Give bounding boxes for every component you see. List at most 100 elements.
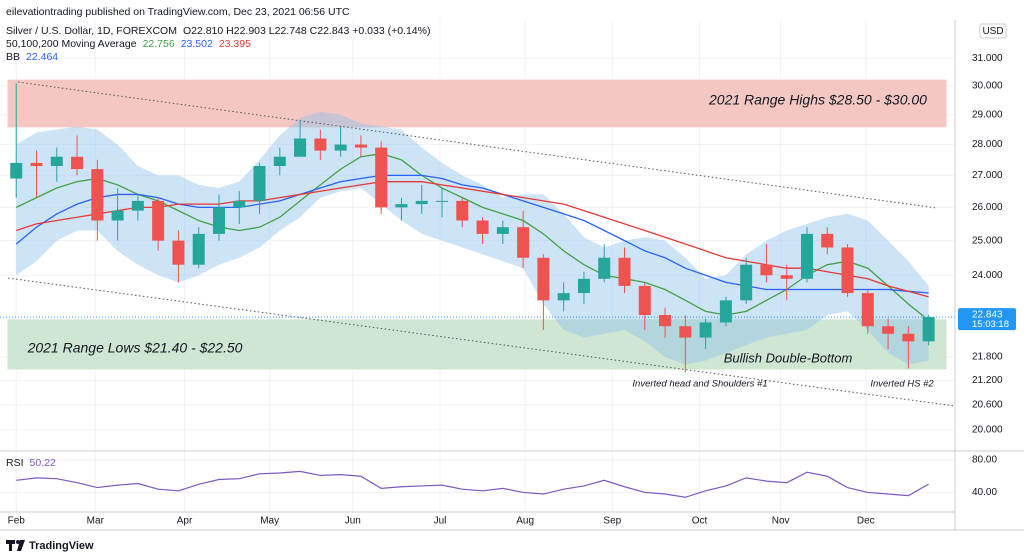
- legend-item: Silver / U.S. Dollar, 1D, FOREXCOM: [6, 25, 177, 37]
- candle-body: [517, 227, 530, 258]
- main-pane: 2021 Range Highs $28.50 - $30.00 2021 Ran…: [0, 20, 956, 450]
- x-tick-label: Jun: [345, 516, 361, 527]
- candle-body: [902, 333, 915, 342]
- annotation: Bullish Double-Bottom: [724, 350, 853, 365]
- candle-body: [91, 169, 104, 221]
- price-tag: [958, 308, 1016, 331]
- range-zone: [7, 319, 947, 370]
- candle-body: [800, 233, 813, 279]
- range-zone: [7, 79, 947, 128]
- candle-body: [71, 156, 84, 170]
- candle-body: [821, 233, 834, 248]
- currency: USD: [982, 26, 1003, 37]
- legend-item: 50,100,200 Moving Average: [6, 38, 137, 50]
- rsi-line: [16, 470, 929, 498]
- legend-item: BB: [6, 51, 20, 63]
- candle-body: [740, 264, 753, 301]
- y-tick-label: 20.600: [972, 399, 1003, 410]
- candle-body: [273, 156, 286, 167]
- candle-body: [780, 275, 793, 279]
- zone-label: 2021 Range Highs $28.50 - $30.00: [708, 92, 927, 108]
- candle-body: [760, 264, 773, 276]
- candle-body: [861, 293, 874, 327]
- x-tick-label: Sep: [603, 516, 621, 527]
- candle-body: [436, 200, 449, 202]
- y-tick-label: 30.000: [972, 81, 1003, 92]
- candle-body: [679, 326, 692, 338]
- legend-item: 23.502: [181, 38, 213, 50]
- y-tick-label: 27.000: [972, 170, 1003, 181]
- x-tick-label: Nov: [772, 516, 790, 527]
- candle-body: [131, 200, 144, 211]
- legend-item: 23.395: [219, 38, 251, 50]
- y-tick-label: 29.000: [972, 109, 1003, 120]
- candle-body: [375, 147, 388, 208]
- publisher: eilevationtrading published on TradingVi…: [6, 6, 350, 18]
- y-tick-label: 28.000: [972, 139, 1003, 150]
- candle-body: [212, 207, 225, 234]
- candle-body: [10, 162, 23, 179]
- candle-body: [922, 317, 935, 342]
- candle-body: [172, 240, 185, 265]
- candle-body: [334, 144, 347, 151]
- trendline: [8, 277, 956, 407]
- brand-logo: [6, 540, 25, 551]
- rsi-title: RSI: [6, 457, 24, 469]
- legend-item: 22.464: [26, 51, 58, 63]
- currency-box: [979, 23, 1007, 39]
- x-tick-label: May: [260, 516, 279, 527]
- rsi-value: 50.22: [30, 457, 56, 469]
- candle-body: [699, 322, 712, 338]
- x-tick-label: Apr: [177, 516, 193, 527]
- candle-body: [841, 247, 854, 294]
- legend-item: O22.810 H22.903 L22.748 C22.843 +0.033 (…: [183, 25, 431, 37]
- candle-body: [354, 144, 367, 148]
- candle-body: [557, 293, 570, 301]
- y-tick-label: 31.000: [972, 53, 1003, 64]
- candle-body: [111, 210, 124, 221]
- x-tick-label: Dec: [857, 516, 875, 527]
- candle-body: [638, 285, 651, 316]
- candle-body: [395, 204, 408, 208]
- candle-body: [233, 200, 246, 208]
- annotation: Inverted head and Shoulders #1: [632, 379, 767, 390]
- candle-body: [577, 278, 590, 294]
- zone-label: 2021 Range Lows $21.40 - $22.50: [27, 340, 243, 356]
- candle-body: [537, 257, 550, 301]
- price-tag-label: 22.843: [972, 309, 1003, 320]
- price-tag-countdown: 15:03:18: [972, 319, 1009, 330]
- candle-body: [659, 315, 672, 327]
- y-tick-label: 21.800: [972, 351, 1003, 362]
- y-tick-label: 26.000: [972, 202, 1003, 213]
- x-tick-label: Oct: [692, 516, 708, 527]
- x-tick-label: Aug: [516, 516, 534, 527]
- candle-body: [30, 162, 43, 167]
- y-tick-label: 80.00: [972, 455, 997, 466]
- bollinger-band: [16, 111, 929, 365]
- candle-body: [152, 200, 165, 241]
- candle-body: [50, 156, 63, 167]
- annotation: Inverted HS #2: [870, 379, 934, 390]
- candle-body: [253, 166, 266, 201]
- candle-body: [294, 138, 307, 157]
- candle-body: [456, 200, 469, 221]
- legend-item: 22.756: [143, 38, 175, 50]
- brand: TradingView: [29, 540, 94, 552]
- y-tick-label: 24.000: [972, 270, 1003, 281]
- candle-body: [192, 233, 205, 265]
- rsi-pane: [0, 452, 955, 511]
- candle-body: [496, 227, 509, 234]
- moving-average: [16, 181, 929, 298]
- moving-average: [15, 174, 929, 294]
- candle-body: [719, 300, 732, 323]
- y-tick-label: 21.200: [972, 375, 1003, 386]
- candle-body: [618, 257, 631, 286]
- candle-body: [415, 200, 428, 205]
- candle-body: [598, 257, 611, 279]
- candle-body: [476, 220, 489, 234]
- x-tick-label: Mar: [87, 516, 105, 527]
- y-tick-label: 20.000: [972, 424, 1003, 435]
- candle-body: [314, 138, 327, 151]
